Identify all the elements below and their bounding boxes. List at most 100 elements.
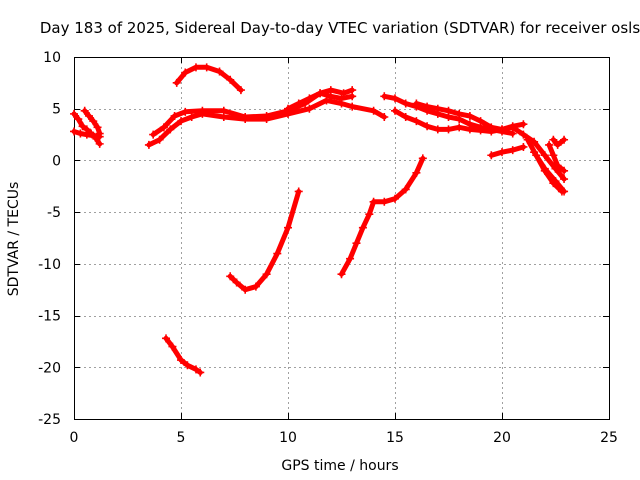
data-point	[95, 129, 104, 138]
data-point	[155, 135, 164, 144]
data-point	[348, 102, 357, 111]
data-point	[251, 282, 260, 291]
data-point	[551, 177, 560, 186]
series-arc-19	[337, 154, 427, 279]
data-point	[352, 239, 361, 248]
data-point	[369, 106, 378, 115]
data-point	[89, 131, 98, 140]
y-tick-label: -20	[38, 360, 61, 376]
y-tick-label: 0	[52, 153, 61, 169]
series-line	[531, 149, 567, 194]
series-line	[510, 124, 567, 182]
data-point	[215, 67, 224, 76]
series-line	[174, 64, 244, 93]
data-point	[322, 96, 331, 105]
data-point	[545, 140, 554, 149]
series-arc-12	[508, 123, 569, 184]
y-tick-label: -25	[38, 412, 61, 428]
data-point	[380, 92, 389, 101]
y-tick-label: -10	[38, 257, 61, 273]
data-point	[549, 135, 558, 144]
data-point	[183, 361, 192, 370]
x-axis-label: GPS time / hours	[281, 458, 398, 474]
data-point	[172, 78, 181, 87]
data-point	[487, 123, 496, 132]
data-point	[455, 123, 464, 132]
data-point	[305, 94, 314, 103]
data-point	[202, 63, 211, 72]
data-point	[166, 125, 175, 134]
data-point	[433, 104, 442, 113]
data-point	[226, 272, 235, 281]
data-point	[444, 106, 453, 115]
data-point	[241, 285, 250, 294]
data-point	[508, 123, 517, 132]
data-point	[498, 148, 506, 157]
x-tick-label: 5	[177, 430, 186, 446]
data-point	[70, 109, 78, 118]
data-point	[219, 106, 228, 115]
data-point	[198, 106, 207, 115]
series-arc-11	[487, 142, 528, 160]
data-point	[93, 123, 102, 132]
data-point	[391, 106, 399, 115]
data-point	[181, 68, 190, 77]
data-point	[232, 278, 241, 287]
data-point	[540, 164, 549, 173]
data-point	[346, 254, 355, 263]
data-point	[498, 125, 506, 134]
data-point	[358, 223, 367, 232]
data-point	[78, 122, 87, 131]
y-tick-label: 5	[52, 102, 61, 118]
data-point	[391, 94, 399, 103]
series-arc-15	[545, 140, 569, 175]
data-point	[82, 130, 91, 139]
data-point	[89, 117, 98, 126]
series-line	[546, 142, 567, 174]
series-arc-16	[549, 135, 569, 149]
data-point	[294, 99, 303, 108]
data-point	[455, 109, 464, 118]
data-point	[337, 94, 346, 103]
data-point	[226, 75, 235, 84]
data-point	[159, 123, 168, 132]
data-point	[191, 63, 200, 72]
data-point	[444, 125, 453, 134]
data-point	[487, 151, 496, 160]
data-point	[412, 168, 421, 177]
data-point	[294, 187, 303, 196]
data-point	[540, 151, 549, 160]
data-point	[144, 140, 153, 149]
x-tick-label: 10	[279, 430, 297, 446]
data-point	[401, 112, 410, 121]
data-point	[508, 146, 517, 155]
data-point	[553, 161, 562, 170]
data-point	[530, 148, 539, 157]
data-point	[465, 111, 474, 120]
data-point	[177, 356, 185, 365]
grid	[74, 57, 609, 419]
data-point	[560, 187, 569, 196]
x-tick-label: 20	[493, 430, 511, 446]
data-point	[196, 368, 205, 377]
data-point	[84, 111, 93, 120]
data-point	[262, 111, 271, 120]
data-series	[70, 63, 569, 377]
data-point	[476, 117, 485, 126]
data-point	[284, 104, 292, 113]
data-point	[365, 210, 374, 219]
data-point	[305, 104, 314, 113]
data-point	[162, 334, 171, 343]
data-point	[70, 127, 78, 136]
data-point	[523, 135, 532, 144]
data-point	[423, 102, 432, 111]
series-arc-14	[530, 148, 569, 196]
data-point	[181, 107, 190, 116]
data-point	[284, 223, 292, 232]
series-arc-10	[412, 99, 528, 134]
data-point	[380, 197, 389, 206]
data-point	[549, 151, 558, 160]
y-tick-label: -5	[47, 205, 61, 221]
x-tick-label: 15	[386, 430, 404, 446]
